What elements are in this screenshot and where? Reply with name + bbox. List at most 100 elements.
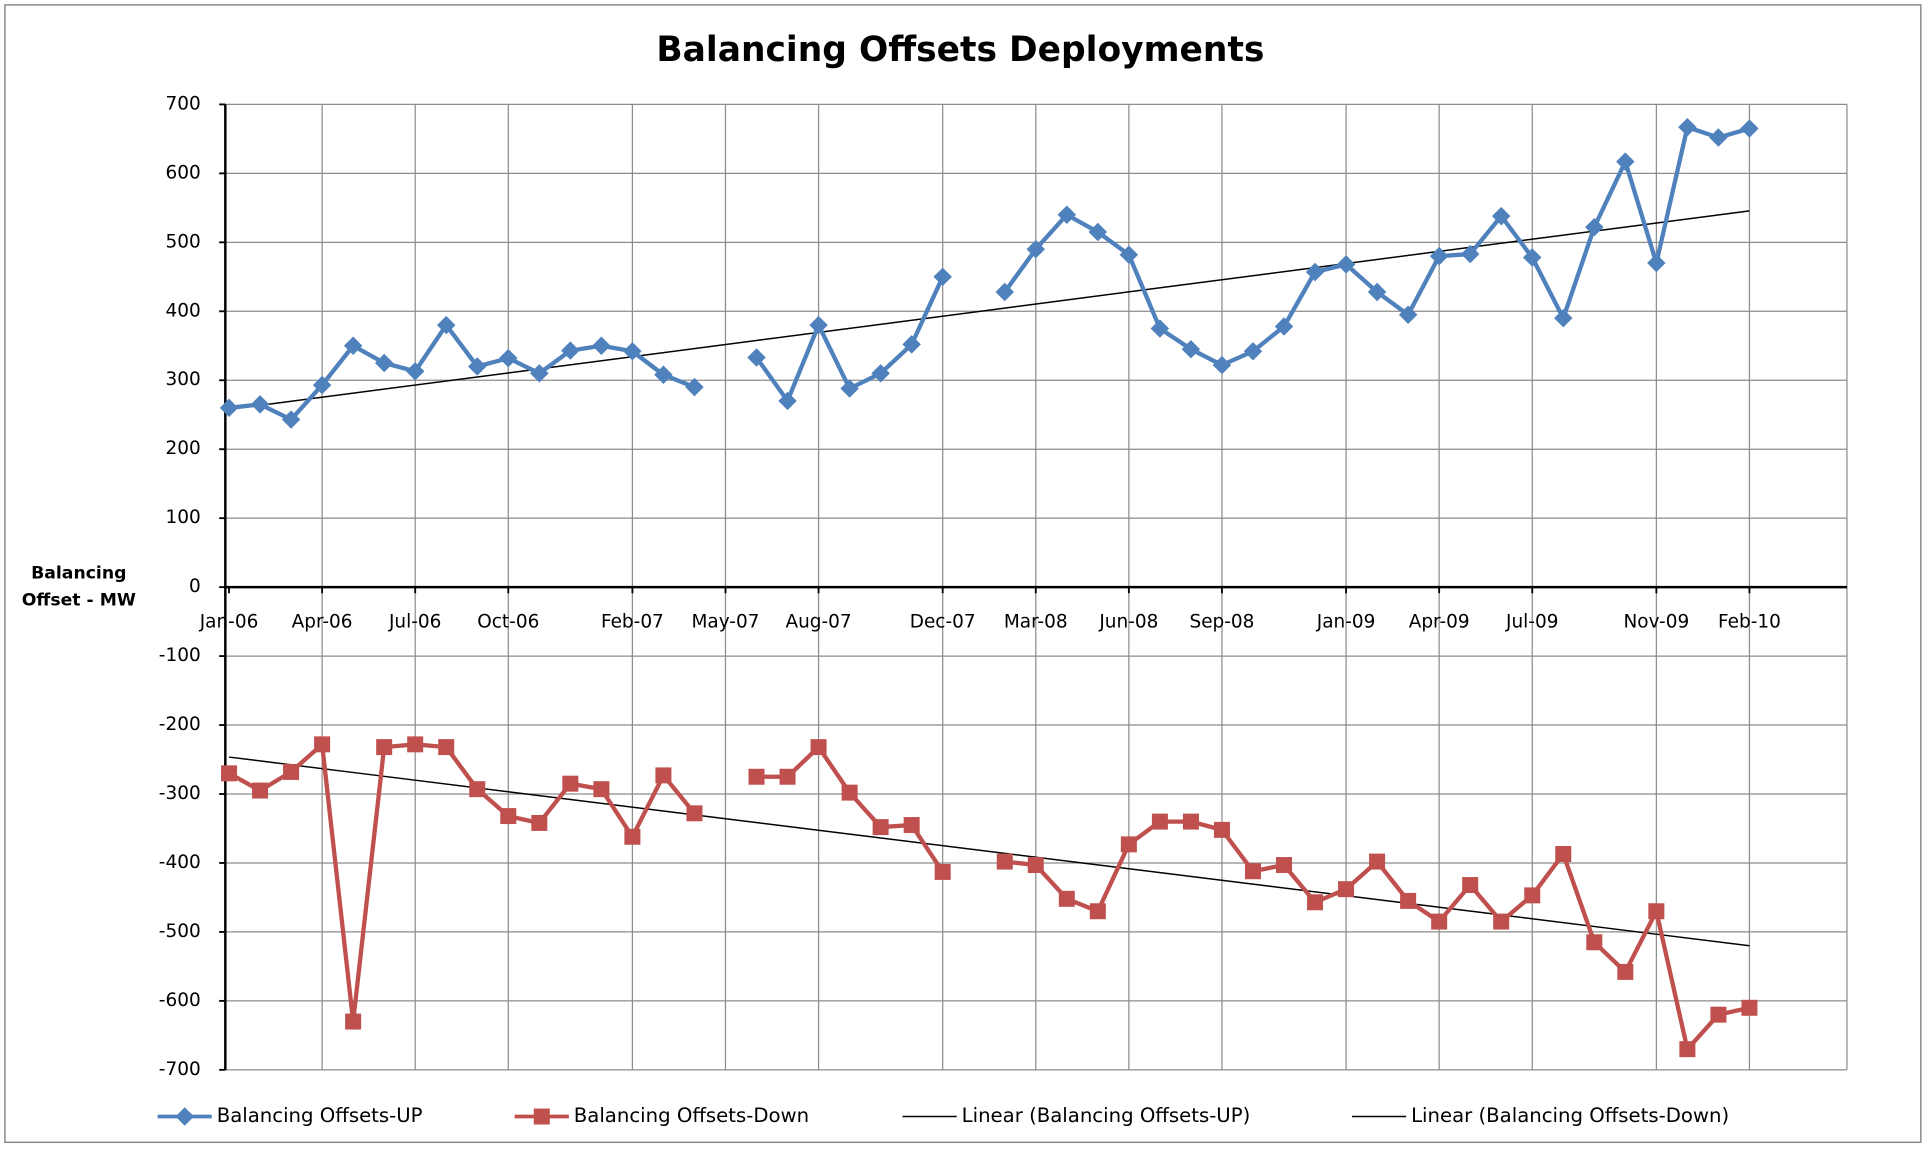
point-marker bbox=[468, 357, 487, 376]
point-marker bbox=[436, 315, 456, 335]
point-marker bbox=[314, 736, 331, 753]
y-tick-label: 0 bbox=[189, 576, 201, 597]
point-marker bbox=[779, 768, 796, 785]
y-tick-label: 100 bbox=[165, 507, 200, 528]
x-tick-label: May-07 bbox=[691, 612, 759, 633]
point-marker bbox=[624, 828, 641, 845]
point-marker bbox=[1462, 877, 1479, 894]
y-tick-label: -300 bbox=[159, 783, 201, 804]
point-marker bbox=[685, 377, 704, 397]
point-marker bbox=[1120, 836, 1137, 853]
point-marker bbox=[1058, 890, 1075, 907]
point-marker bbox=[1678, 117, 1697, 137]
point-marker bbox=[312, 375, 332, 395]
point-marker bbox=[1709, 128, 1728, 147]
point-marker bbox=[1243, 342, 1263, 361]
point-marker bbox=[438, 739, 455, 756]
y-tick-label: 500 bbox=[165, 231, 200, 252]
point-marker bbox=[1369, 853, 1386, 870]
point-marker bbox=[1710, 1006, 1727, 1023]
point-marker bbox=[405, 362, 425, 381]
point-marker bbox=[1089, 903, 1106, 920]
point-marker bbox=[561, 341, 580, 360]
point-marker bbox=[531, 814, 548, 831]
point-marker bbox=[469, 781, 486, 798]
x-tick-label: Jul-06 bbox=[388, 612, 441, 633]
point-marker bbox=[1523, 248, 1542, 267]
point-marker bbox=[1493, 913, 1510, 930]
point-marker bbox=[1524, 887, 1541, 904]
point-marker bbox=[903, 817, 920, 834]
x-tick-label: Sep-08 bbox=[1189, 612, 1254, 633]
legend-label: Balancing Offsets-Down bbox=[574, 1104, 809, 1127]
y-axis-label-box: Balancing Offset - MW bbox=[22, 564, 136, 611]
x-tick-label: Jul-09 bbox=[1505, 612, 1558, 633]
point-marker bbox=[1398, 305, 1418, 324]
point-marker bbox=[654, 365, 673, 384]
point-marker bbox=[1150, 319, 1170, 338]
point-marker bbox=[1554, 308, 1573, 328]
point-marker bbox=[1431, 913, 1448, 930]
point-marker bbox=[1213, 821, 1230, 838]
point-marker bbox=[407, 736, 424, 753]
x-tick-label: Apr-09 bbox=[1409, 612, 1470, 633]
point-marker bbox=[1026, 240, 1046, 259]
legend-label: Linear (Balancing Offsets-UP) bbox=[962, 1104, 1251, 1127]
point-marker bbox=[1181, 340, 1201, 359]
y-tick-label: 400 bbox=[165, 300, 200, 321]
point-marker bbox=[1274, 317, 1294, 336]
point-marker bbox=[1740, 119, 1759, 138]
point-marker bbox=[841, 784, 858, 801]
point-marker bbox=[686, 805, 703, 822]
point-marker bbox=[933, 267, 952, 287]
x-tick-label: Dec-07 bbox=[910, 612, 976, 633]
point-marker bbox=[499, 348, 518, 368]
point-marker bbox=[219, 398, 239, 418]
x-tick-label: Nov-09 bbox=[1624, 612, 1690, 633]
point-marker bbox=[1244, 863, 1261, 880]
y-tick-label: -200 bbox=[159, 714, 201, 735]
point-marker bbox=[1182, 813, 1199, 830]
point-marker bbox=[809, 315, 828, 335]
point-marker bbox=[1027, 857, 1044, 874]
y-tick-label: -500 bbox=[159, 921, 201, 942]
point-marker bbox=[1338, 881, 1355, 898]
point-marker bbox=[1307, 894, 1324, 911]
point-marker bbox=[1555, 846, 1572, 862]
x-tick-label: Jun-08 bbox=[1098, 612, 1158, 633]
y-tick-label: -100 bbox=[159, 645, 201, 666]
point-marker bbox=[996, 853, 1013, 870]
point-marker bbox=[1367, 282, 1387, 302]
point-marker bbox=[655, 767, 672, 784]
point-marker bbox=[345, 1013, 362, 1030]
x-tick-label: Mar-08 bbox=[1004, 612, 1068, 633]
point-marker bbox=[1586, 934, 1603, 951]
y-tick-label: -600 bbox=[159, 990, 201, 1011]
x-tick-label: Apr-06 bbox=[292, 612, 353, 633]
point-marker bbox=[252, 782, 269, 799]
x-tick-label: Aug-07 bbox=[785, 612, 851, 633]
point-marker bbox=[1617, 963, 1634, 980]
point-marker bbox=[562, 775, 579, 792]
chart-title: Balancing Offsets Deployments bbox=[656, 30, 1264, 70]
y-tick-label: 200 bbox=[165, 438, 200, 459]
point-marker bbox=[934, 863, 951, 880]
point-marker bbox=[872, 819, 889, 836]
x-tick-label: Feb-10 bbox=[1718, 612, 1781, 633]
y-tick-label: 600 bbox=[165, 162, 200, 183]
point-marker bbox=[283, 763, 300, 780]
point-marker bbox=[1491, 206, 1511, 226]
point-marker bbox=[1212, 355, 1232, 375]
legend-marker bbox=[533, 1108, 550, 1125]
point-marker bbox=[343, 336, 363, 355]
point-marker bbox=[593, 781, 610, 798]
legend-label: Linear (Balancing Offsets-Down) bbox=[1411, 1104, 1729, 1127]
point-marker bbox=[778, 391, 797, 411]
point-marker bbox=[1119, 245, 1139, 264]
y-tick-label: 700 bbox=[165, 93, 200, 114]
point-marker bbox=[902, 335, 921, 354]
point-marker bbox=[1088, 222, 1108, 242]
point-marker bbox=[1305, 262, 1325, 282]
point-marker bbox=[871, 364, 890, 383]
